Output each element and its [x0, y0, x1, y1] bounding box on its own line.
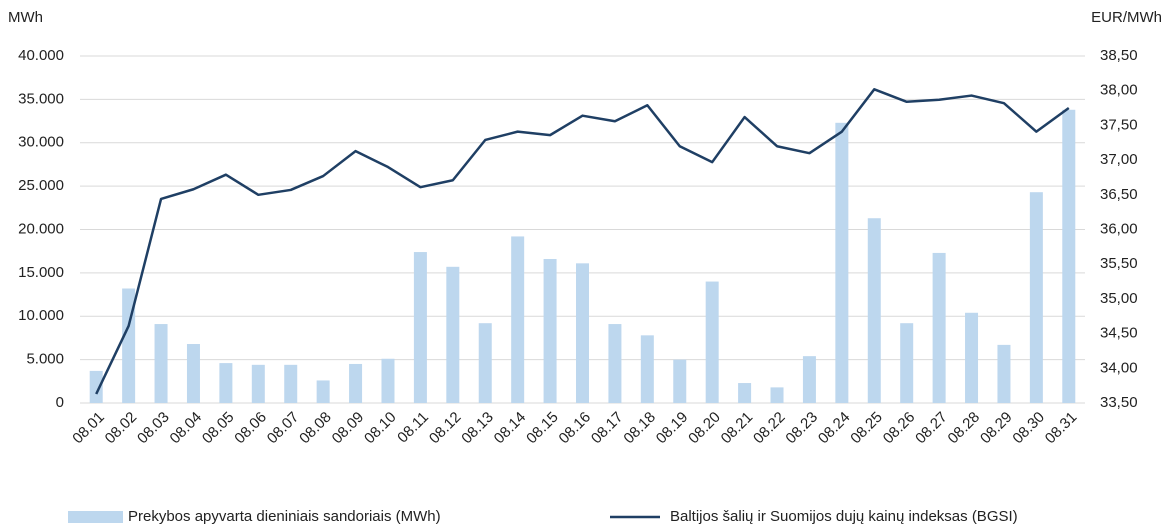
x-tick-label: 08.06 — [231, 409, 270, 448]
bar — [965, 312, 979, 403]
y2-tick-label: 38,50 — [1100, 47, 1138, 64]
y2-tick-label: 37,50 — [1100, 116, 1138, 133]
y2-tick-label: 38,00 — [1100, 82, 1138, 99]
y-axis-title: MWh — [8, 9, 43, 26]
bar — [932, 252, 946, 403]
legend-label: Prekybos apyvarta dieniniais sandoriais … — [128, 508, 441, 525]
y-tick-label: 15.000 — [18, 264, 64, 281]
x-tick-label: 08.30 — [1009, 409, 1048, 448]
bar — [770, 387, 784, 403]
x-tick-label: 08.10 — [361, 409, 400, 448]
legend-label: Baltijos šalių ir Suomijos dujų kainų in… — [670, 508, 1018, 525]
x-tick-label: 08.12 — [426, 409, 465, 448]
y-tick-label: 30.000 — [18, 134, 64, 151]
bar — [738, 383, 752, 403]
bar — [1062, 109, 1076, 403]
y-tick-label: 25.000 — [18, 177, 64, 194]
bar — [446, 266, 460, 403]
legend-swatch — [68, 511, 123, 523]
bar — [997, 344, 1011, 403]
bar — [284, 364, 298, 403]
x-tick-label: 08.05 — [199, 409, 238, 448]
y2-tick-label: 34,00 — [1100, 359, 1138, 376]
bar — [835, 122, 849, 404]
bar — [349, 363, 363, 403]
bar — [154, 324, 168, 403]
x-tick-label: 08.17 — [588, 409, 627, 448]
x-tick-label: 08.26 — [880, 409, 919, 448]
bar — [511, 236, 525, 403]
y-tick-label: 5.000 — [26, 351, 64, 368]
x-tick-label: 08.04 — [167, 409, 206, 448]
y-tick-label: 0 — [56, 394, 64, 411]
bar — [576, 263, 589, 403]
x-tick-label: 08.02 — [102, 409, 141, 448]
x-tick-label: 08.22 — [750, 409, 789, 448]
y2-tick-label: 35,50 — [1100, 255, 1138, 272]
bar — [381, 358, 395, 403]
bar — [802, 356, 816, 403]
x-tick-label: 08.13 — [458, 409, 497, 448]
x-tick-label: 08.11 — [394, 409, 432, 447]
x-tick-label: 08.25 — [847, 409, 886, 448]
bar — [219, 363, 233, 403]
x-tick-label: 08.21 — [718, 409, 757, 448]
x-tick-label: 08.03 — [134, 409, 173, 448]
x-tick-label: 08.09 — [329, 409, 368, 448]
y2-tick-label: 36,00 — [1100, 220, 1138, 237]
y2-tick-label: 35,00 — [1100, 290, 1138, 307]
bar — [413, 252, 427, 403]
y-tick-label: 40.000 — [18, 47, 64, 64]
line — [95, 88, 1070, 395]
y-tick-label: 10.000 — [18, 307, 64, 324]
x-tick-label: 08.24 — [815, 409, 854, 448]
y-tick-label: 35.000 — [18, 90, 64, 107]
bar — [640, 335, 654, 403]
y2-axis-title: EUR/MWh — [1091, 9, 1162, 26]
x-tick-label: 08.29 — [977, 409, 1016, 448]
bar — [608, 324, 622, 403]
y2-tick-label: 37,00 — [1100, 151, 1138, 168]
x-tick-label: 08.19 — [653, 409, 692, 448]
x-tick-label: 08.15 — [523, 409, 562, 448]
bar — [867, 218, 881, 403]
bar — [1029, 192, 1043, 403]
x-tick-label: 08.27 — [912, 409, 951, 448]
x-tick-label: 08.07 — [264, 409, 303, 448]
y-tick-label: 20.000 — [18, 220, 64, 237]
x-tick-label: 08.28 — [945, 409, 984, 448]
x-tick-label: 08.18 — [620, 409, 659, 448]
x-tick-label: 08.01 — [69, 409, 108, 448]
y2-tick-label: 36,50 — [1100, 186, 1138, 203]
bar — [251, 364, 265, 403]
bar — [186, 344, 200, 403]
bar — [316, 380, 330, 403]
x-tick-label: 08.23 — [782, 409, 821, 448]
x-tick-label: 08.20 — [685, 409, 724, 448]
y2-tick-label: 34,50 — [1100, 325, 1138, 342]
x-tick-label: 08.16 — [556, 409, 595, 448]
y2-tick-label: 33,50 — [1100, 394, 1138, 411]
bar — [900, 323, 914, 403]
bar — [705, 281, 719, 403]
bar — [478, 323, 492, 403]
bar — [543, 258, 557, 403]
x-tick-label: 08.31 — [1042, 409, 1081, 448]
x-tick-label: 08.08 — [296, 409, 335, 448]
bar — [89, 370, 103, 403]
bar — [673, 359, 687, 403]
x-tick-label: 08.14 — [491, 409, 530, 448]
